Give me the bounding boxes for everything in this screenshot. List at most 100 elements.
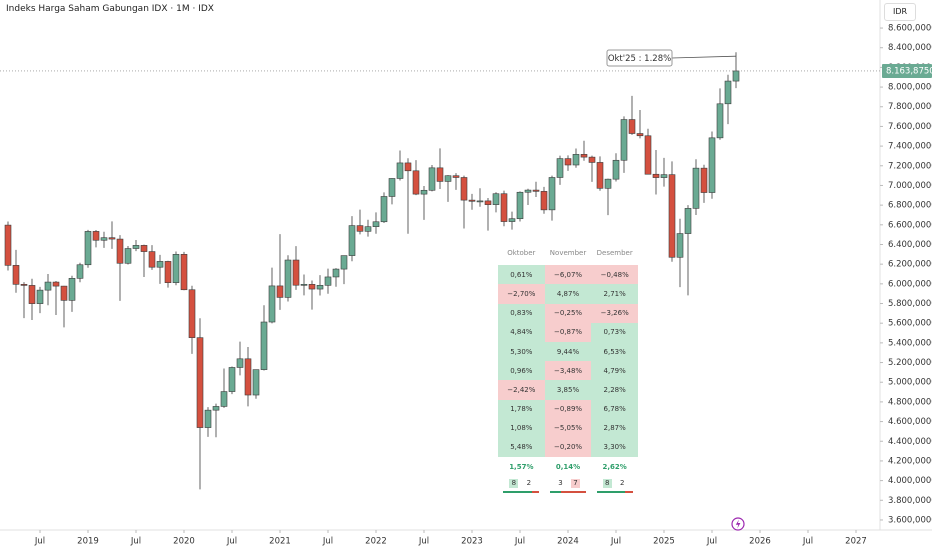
candle-body (460, 177, 468, 201)
down-bar (560, 490, 586, 493)
table-row: 0,96% −3,48% 4,79% (498, 361, 639, 381)
candle-body (4, 224, 12, 266)
candle-body (380, 196, 388, 223)
y-tick-label: 3.800,0000 (888, 496, 932, 506)
cell: −2,70% (498, 284, 545, 304)
annotation: Okt'25 : 1.28% (608, 54, 671, 64)
y-tick-label: 5.400,0000 (888, 338, 932, 348)
table-row: −2,42% 3,85% 2,28% (498, 380, 639, 400)
candle-body (140, 245, 148, 252)
candle-body (284, 259, 292, 298)
cell: 0,83% (498, 303, 545, 323)
candle-body (612, 159, 620, 180)
candle-body (684, 208, 692, 234)
candle-body (356, 225, 364, 232)
y-tick-label: 7.400,0000 (888, 142, 932, 152)
y-tick-label: 7.800,0000 (888, 102, 932, 112)
candle-body (268, 285, 276, 323)
cell: 0,61% (498, 265, 545, 285)
y-tick-label: 4.600,0000 (888, 417, 932, 427)
x-tick-label: Jul (130, 537, 141, 547)
y-tick-label: 8.400,0000 (888, 43, 932, 53)
y-tick-label: 5.000,0000 (888, 378, 932, 388)
alert-icon[interactable] (731, 517, 745, 531)
candle-body (84, 231, 92, 266)
y-tick-label: 6.000,0000 (888, 279, 932, 289)
candle-body (188, 289, 196, 338)
cell: 0,73% (591, 322, 639, 342)
candle-body (92, 231, 100, 241)
candle-body (652, 173, 660, 178)
candle-body (596, 162, 604, 189)
candle-body (564, 158, 572, 166)
candle-body (372, 221, 380, 227)
candle-body (708, 137, 716, 193)
cell: −0,48% (591, 265, 639, 285)
candle-body (364, 226, 372, 232)
candle-body (540, 191, 548, 211)
down-count: 7 (571, 478, 580, 488)
candle-body (276, 285, 284, 298)
candle-body (644, 135, 652, 175)
cell: 1,08% (498, 418, 545, 438)
candle-body (236, 358, 244, 368)
candle-body (580, 154, 588, 158)
candle-body (172, 254, 180, 283)
candle-body (732, 70, 740, 82)
y-tick-label: 4.400,0000 (888, 437, 932, 447)
candle-body (28, 285, 36, 304)
candle-body (228, 367, 236, 392)
x-tick-label: 2023 (461, 537, 483, 547)
x-tick-label: 2022 (365, 537, 387, 547)
cell: 6,78% (591, 399, 639, 419)
cell: 4,87% (544, 284, 592, 304)
candle-body (676, 233, 684, 258)
annotation-line (671, 55, 737, 59)
price-axis-bg (880, 0, 932, 550)
up-count: 3 (558, 478, 563, 487)
plot (4, 52, 740, 490)
cell: −5,05% (544, 418, 592, 438)
cell: −3,26% (591, 303, 639, 323)
cell: 3,30% (591, 437, 639, 458)
candle-body (260, 321, 268, 370)
candle-body (196, 337, 204, 428)
candle-body (620, 119, 628, 161)
y-tick-label: 8.600,0000 (888, 24, 932, 34)
candle-body (588, 156, 596, 163)
average: 0,14% (555, 462, 581, 471)
candle-body (556, 158, 564, 178)
last-price-badge (882, 63, 932, 78)
candle-body (76, 264, 84, 279)
cell: −0,87% (544, 322, 592, 342)
candle-body (308, 284, 316, 290)
average: 1,57% (509, 462, 534, 471)
candle-body (660, 174, 668, 178)
candle-body (60, 285, 68, 301)
candle-body (244, 358, 252, 396)
candle-body (420, 189, 428, 195)
candle-body (532, 189, 540, 192)
table-row: −2,70% 4,87% 2,71% (498, 284, 639, 304)
y-tick-label: 6.200,0000 (888, 260, 932, 270)
candle-body (716, 103, 724, 139)
down-count: 2 (526, 478, 532, 487)
cell: 5,30% (498, 341, 545, 362)
y-tick-label: 5.800,0000 (888, 299, 932, 309)
candle-body (492, 193, 500, 205)
candle-body (388, 178, 396, 197)
cell: 2,87% (591, 418, 639, 438)
currency-button[interactable]: IDR (884, 3, 916, 21)
candle-body (212, 406, 220, 411)
candle-body (36, 289, 44, 304)
y-tick-label: 7.200,0000 (888, 161, 932, 171)
y-tick-label: 4.000,0000 (888, 476, 932, 486)
candle-body (164, 261, 172, 283)
candle-body (324, 276, 332, 286)
cell: −0,20% (544, 437, 592, 458)
